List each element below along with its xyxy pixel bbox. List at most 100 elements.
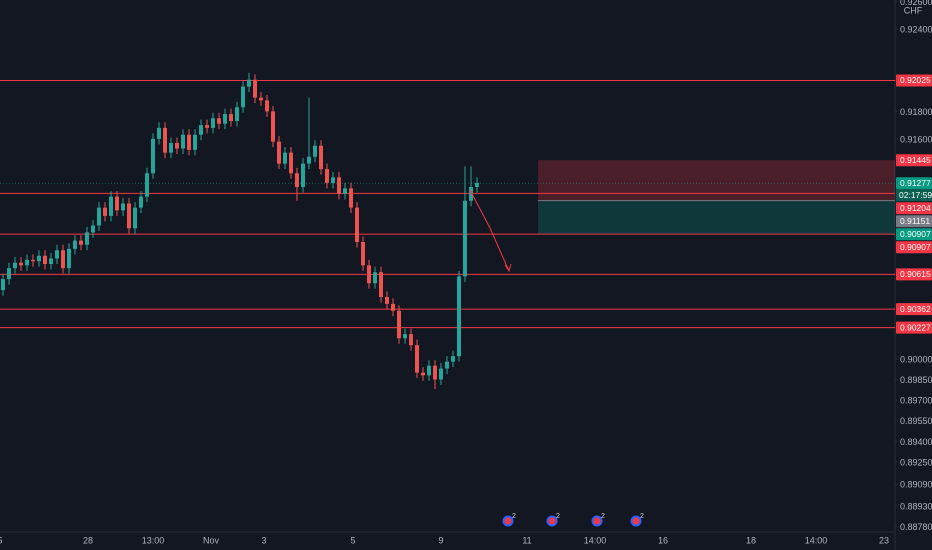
candle-body [283,152,287,164]
x-tick-label: 11 [522,535,531,545]
y-tick-label: 0.90000 [900,354,932,364]
candle-body [241,86,245,108]
candle-body [325,169,329,183]
candle-body [277,141,281,164]
x-tick-label: 16 [658,535,668,545]
price-badge-label: 0.91277 [900,178,931,188]
event-count: 2 [601,513,605,520]
x-tick-label: 14:00 [584,535,607,545]
x-tick-label: 14:00 [805,535,828,545]
event-icon-inner [593,517,601,525]
price-badge [896,154,932,167]
y-tick-label: 0.89550 [900,416,932,426]
price-badge-label: 0.90362 [900,304,931,314]
candle-body [463,200,467,277]
price-badge-label: 0.90227 [900,322,931,332]
price-badge [896,202,932,215]
x-tick-label: 3 [261,535,266,545]
candle-body [55,250,59,259]
x-tick-label: 23 [879,535,889,545]
price-badge-label: 0.91151 [900,216,930,226]
y-tick-label: 0.91800 [900,107,932,117]
event-count: 2 [640,513,644,520]
candle-body [355,207,359,242]
x-tick-label: 5 [350,535,355,545]
candle-body [145,173,149,197]
candle-body [457,276,461,357]
candle-body [199,125,203,135]
stop-zone [538,160,895,201]
candle-body [73,240,77,249]
x-tick-label: Nov [203,535,220,545]
candle-body [43,255,47,264]
y-tick-label: 0.89700 [900,396,932,406]
x-tick-label: 18 [746,535,756,545]
candle-body [157,127,161,139]
candle-body [451,356,455,362]
candle-body [247,79,251,87]
candle-body [445,361,449,369]
y-tick-label: 0.89400 [900,437,932,447]
event-icon-inner [548,517,556,525]
candle-body [139,196,143,208]
candle-body [193,134,197,150]
candle-body [253,79,257,98]
countdown-badge [896,189,932,202]
countdown-label: 02:17:59 [899,190,932,200]
candle-body [271,111,275,142]
price-badge [896,215,932,228]
arrow-drawing [469,189,510,272]
candle-body [13,262,17,269]
candle-body [313,145,317,157]
candle-body [379,272,383,297]
price-badge-label: 0.91445 [900,155,931,165]
candle-body [307,156,311,164]
candle-body [415,345,419,373]
y-tick-label: 0.88780 [900,522,932,532]
y-tick-label: 0.89250 [900,457,932,467]
candle-body [289,152,293,174]
candle-body [175,143,179,149]
price-badge-label: 0.91204 [900,203,931,213]
price-badge [896,177,932,190]
candle-body [349,188,353,208]
candle-body [169,143,173,153]
candle-body [85,232,89,245]
candle-body [223,114,227,124]
candle-body [469,187,473,201]
candle-body [109,196,113,216]
candle-body [391,303,395,311]
candle-body [403,334,407,339]
candle-body [97,207,101,226]
candle-body [7,268,11,280]
candle-body [133,207,137,229]
candle-body [475,182,479,187]
y-tick-label: 0.89090 [900,479,932,489]
candle-body [337,177,341,194]
candle-body [319,145,323,170]
candle-body [31,259,35,262]
arrow-head [504,263,512,273]
candle-body [127,203,131,229]
price-badge [896,74,932,87]
y-tick-label: 0.91600 [900,134,932,144]
price-badge [896,241,932,254]
candle-body [217,118,221,124]
candle-body [49,258,53,264]
candle-body [409,334,413,346]
x-tick-label: 5 [0,535,3,545]
candle-body [79,240,83,245]
price-badge [896,321,932,334]
currency-label: CHF [904,5,923,15]
candle-body [295,173,299,187]
x-tick-label: 9 [438,535,443,545]
price-badge [896,303,932,316]
candle-body [361,242,365,266]
price-badge-label: 0.92025 [900,75,931,85]
candle-body [115,196,119,211]
price-badge-label: 0.90615 [900,269,931,279]
candle-body [331,177,335,183]
candle-body [25,259,29,266]
price-badge [896,228,932,241]
